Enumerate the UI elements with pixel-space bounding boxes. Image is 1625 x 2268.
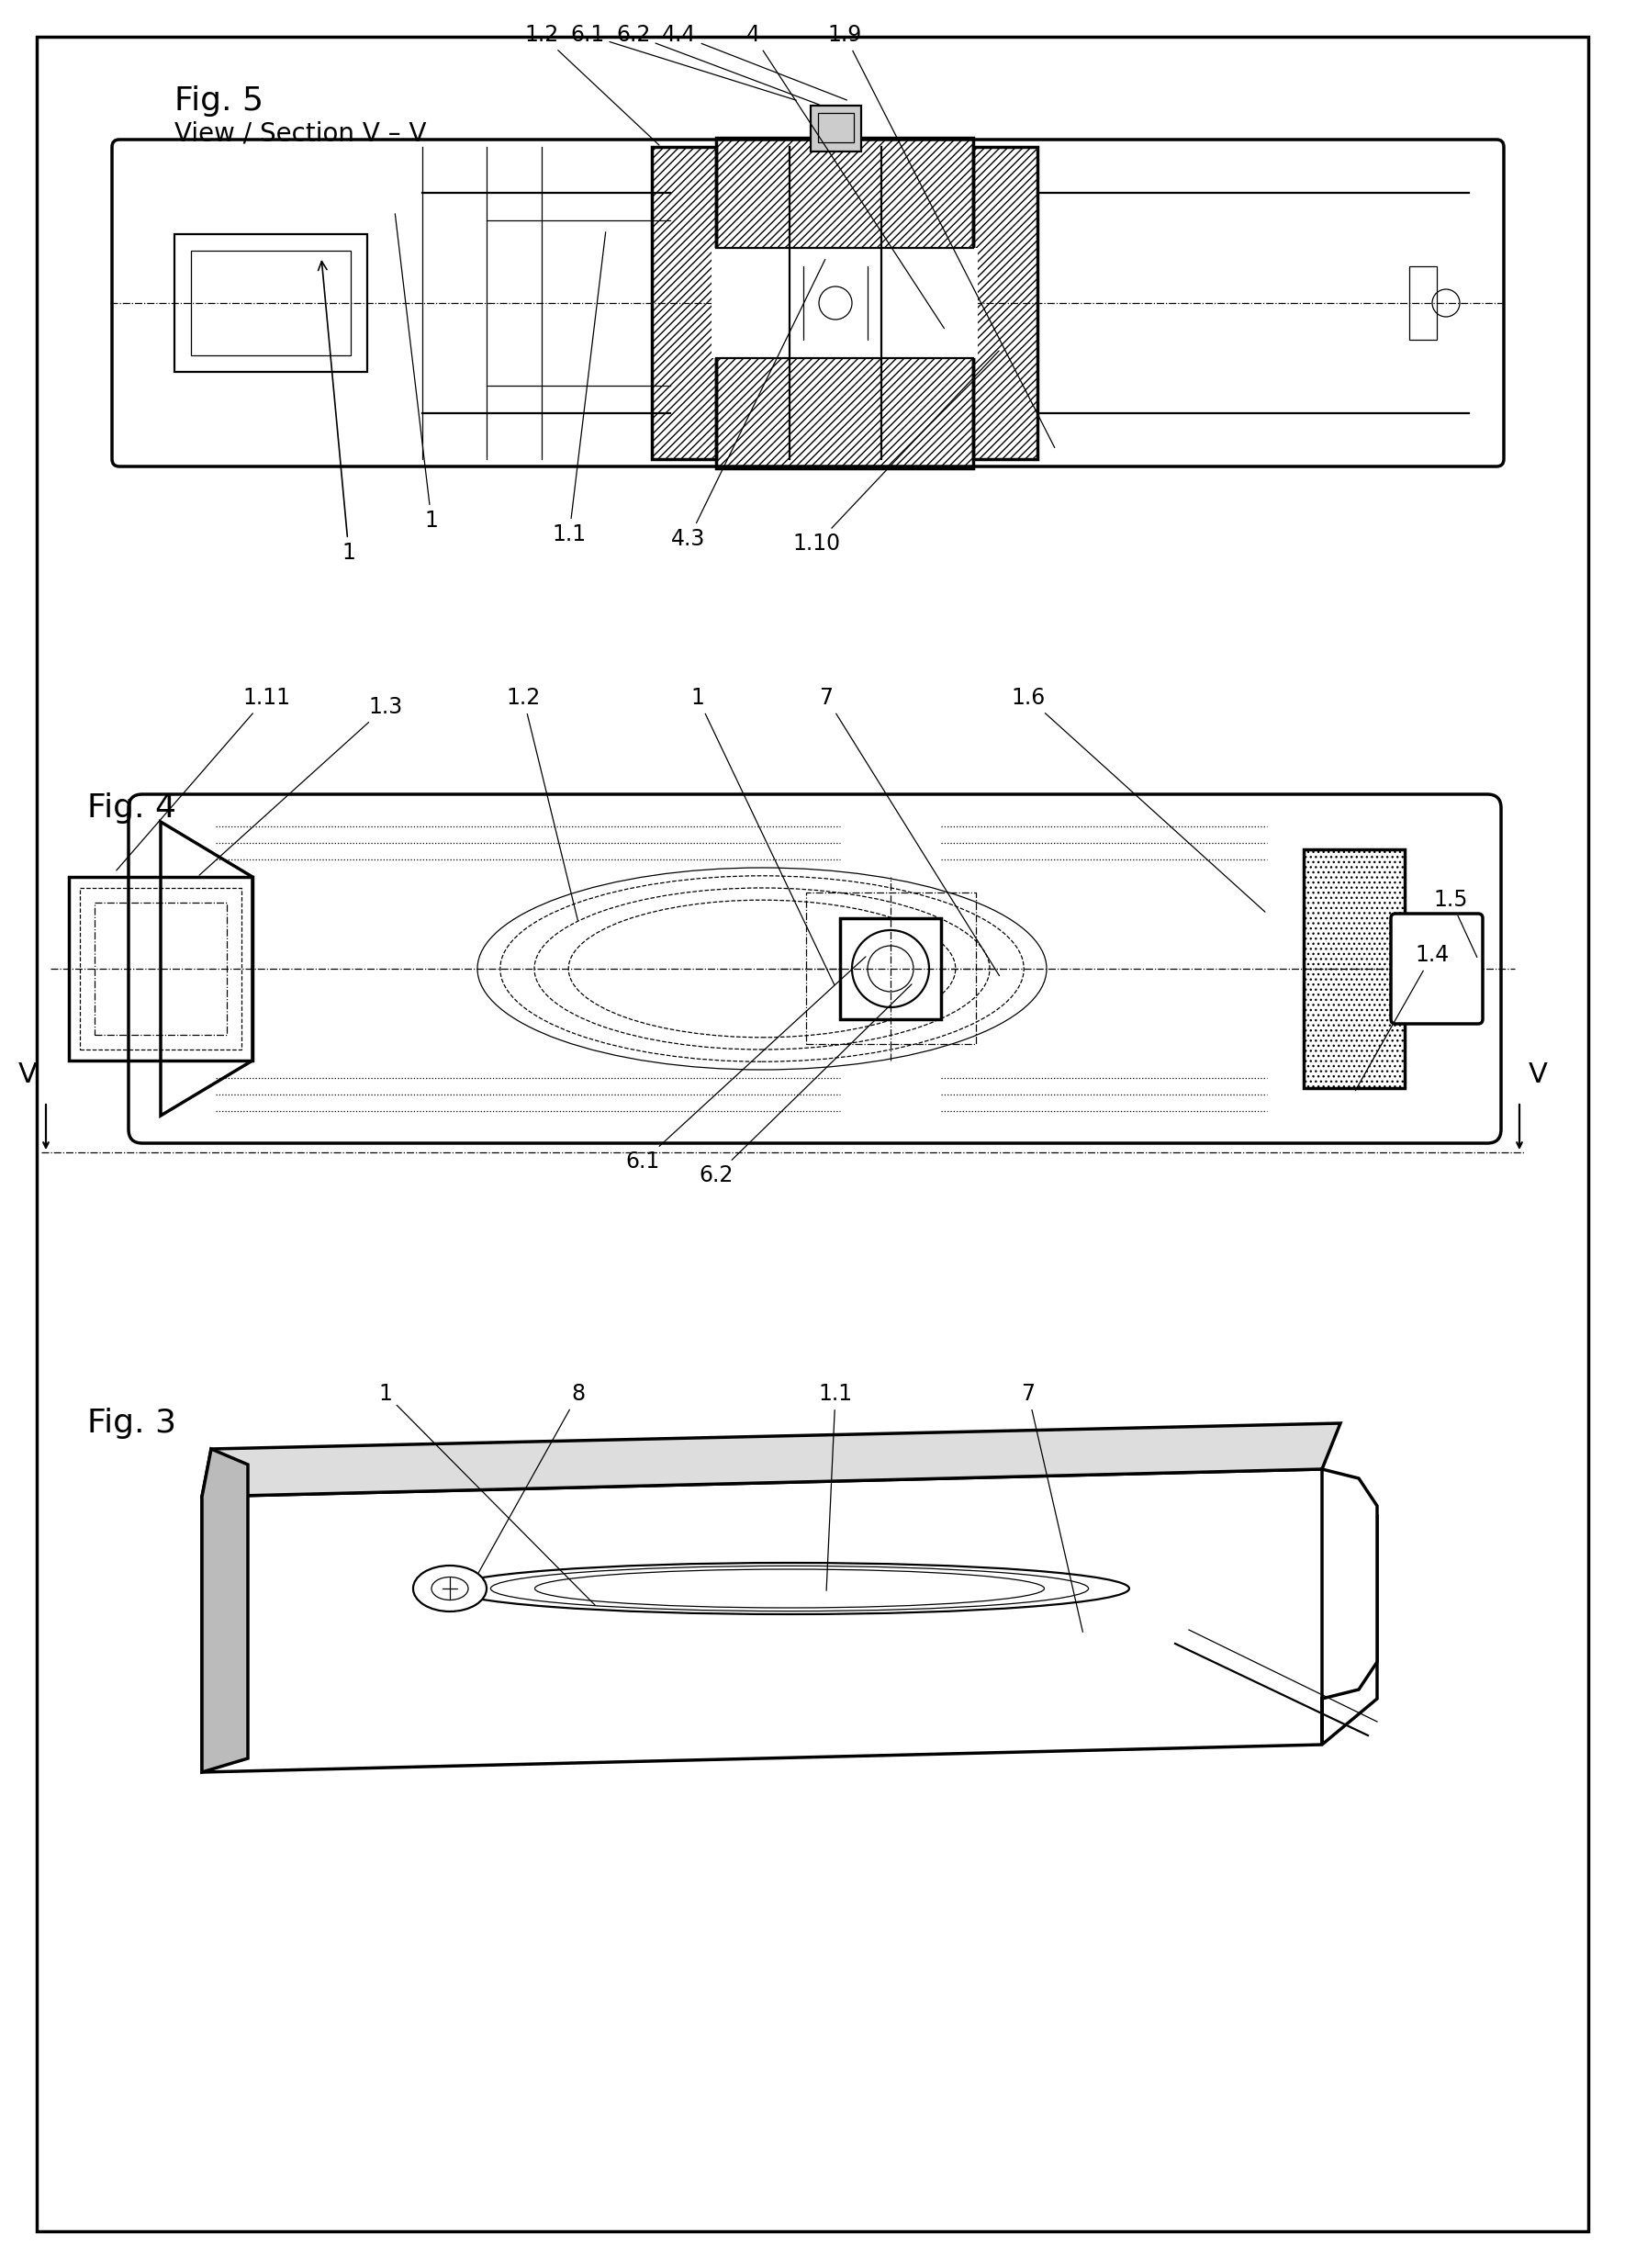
Text: 1.1: 1.1 [819, 1383, 853, 1590]
Bar [973, 147, 1037, 458]
Text: 1.4: 1.4 [1355, 943, 1450, 1091]
Text: 1.2: 1.2 [507, 687, 578, 921]
Text: 7: 7 [819, 687, 999, 975]
Text: 1.3: 1.3 [200, 696, 403, 875]
Text: 6.2: 6.2 [616, 25, 819, 104]
Bar [1409, 265, 1436, 340]
Text: 1.6: 1.6 [1011, 687, 1264, 912]
Text: 1: 1 [395, 213, 439, 531]
Text: 6.1: 6.1 [570, 25, 796, 100]
Text: 1.5: 1.5 [1433, 889, 1477, 957]
Polygon shape [202, 1449, 249, 1771]
Text: 1.10: 1.10 [793, 352, 999, 556]
Polygon shape [1323, 1470, 1376, 1744]
Polygon shape [202, 1470, 1376, 1771]
Text: Fig. 3: Fig. 3 [88, 1408, 176, 1438]
Text: 8: 8 [479, 1383, 585, 1572]
FancyBboxPatch shape [112, 141, 1503, 467]
Bar [192, 252, 351, 356]
Bar [68, 878, 252, 1061]
Polygon shape [161, 821, 252, 1116]
Text: Fig. 5: Fig. 5 [174, 86, 263, 116]
FancyBboxPatch shape [128, 794, 1502, 1143]
Text: 1.1: 1.1 [553, 231, 606, 544]
Text: 1.11: 1.11 [117, 687, 291, 871]
Bar [840, 919, 941, 1018]
Text: 6.1: 6.1 [626, 957, 866, 1173]
Ellipse shape [432, 1576, 468, 1599]
Bar [712, 247, 978, 358]
Polygon shape [202, 1424, 1341, 1497]
Text: V: V [18, 1061, 37, 1089]
Bar [806, 894, 977, 1043]
Bar [80, 887, 242, 1050]
Text: Fig. 4: Fig. 4 [88, 792, 176, 823]
Bar [1303, 848, 1404, 1089]
Circle shape [819, 286, 852, 320]
Bar [174, 234, 367, 372]
Text: 1: 1 [691, 687, 834, 984]
Text: 1: 1 [379, 1383, 595, 1606]
Bar [652, 147, 717, 458]
Text: 4.4: 4.4 [663, 25, 847, 100]
Bar [717, 138, 973, 467]
Ellipse shape [413, 1565, 486, 1613]
Bar [817, 113, 853, 143]
Text: 1.2: 1.2 [525, 25, 660, 145]
FancyBboxPatch shape [1391, 914, 1482, 1023]
Text: 7: 7 [1022, 1383, 1082, 1633]
Text: View / Section V – V: View / Section V – V [174, 120, 426, 145]
Text: 4.3: 4.3 [671, 259, 826, 551]
Bar [94, 903, 228, 1034]
Text: 1.9: 1.9 [827, 25, 1055, 447]
Text: 4: 4 [746, 25, 944, 329]
Text: V: V [1528, 1061, 1547, 1089]
Bar [811, 107, 861, 152]
Text: 1: 1 [318, 261, 356, 565]
Text: 6.2: 6.2 [699, 984, 912, 1186]
